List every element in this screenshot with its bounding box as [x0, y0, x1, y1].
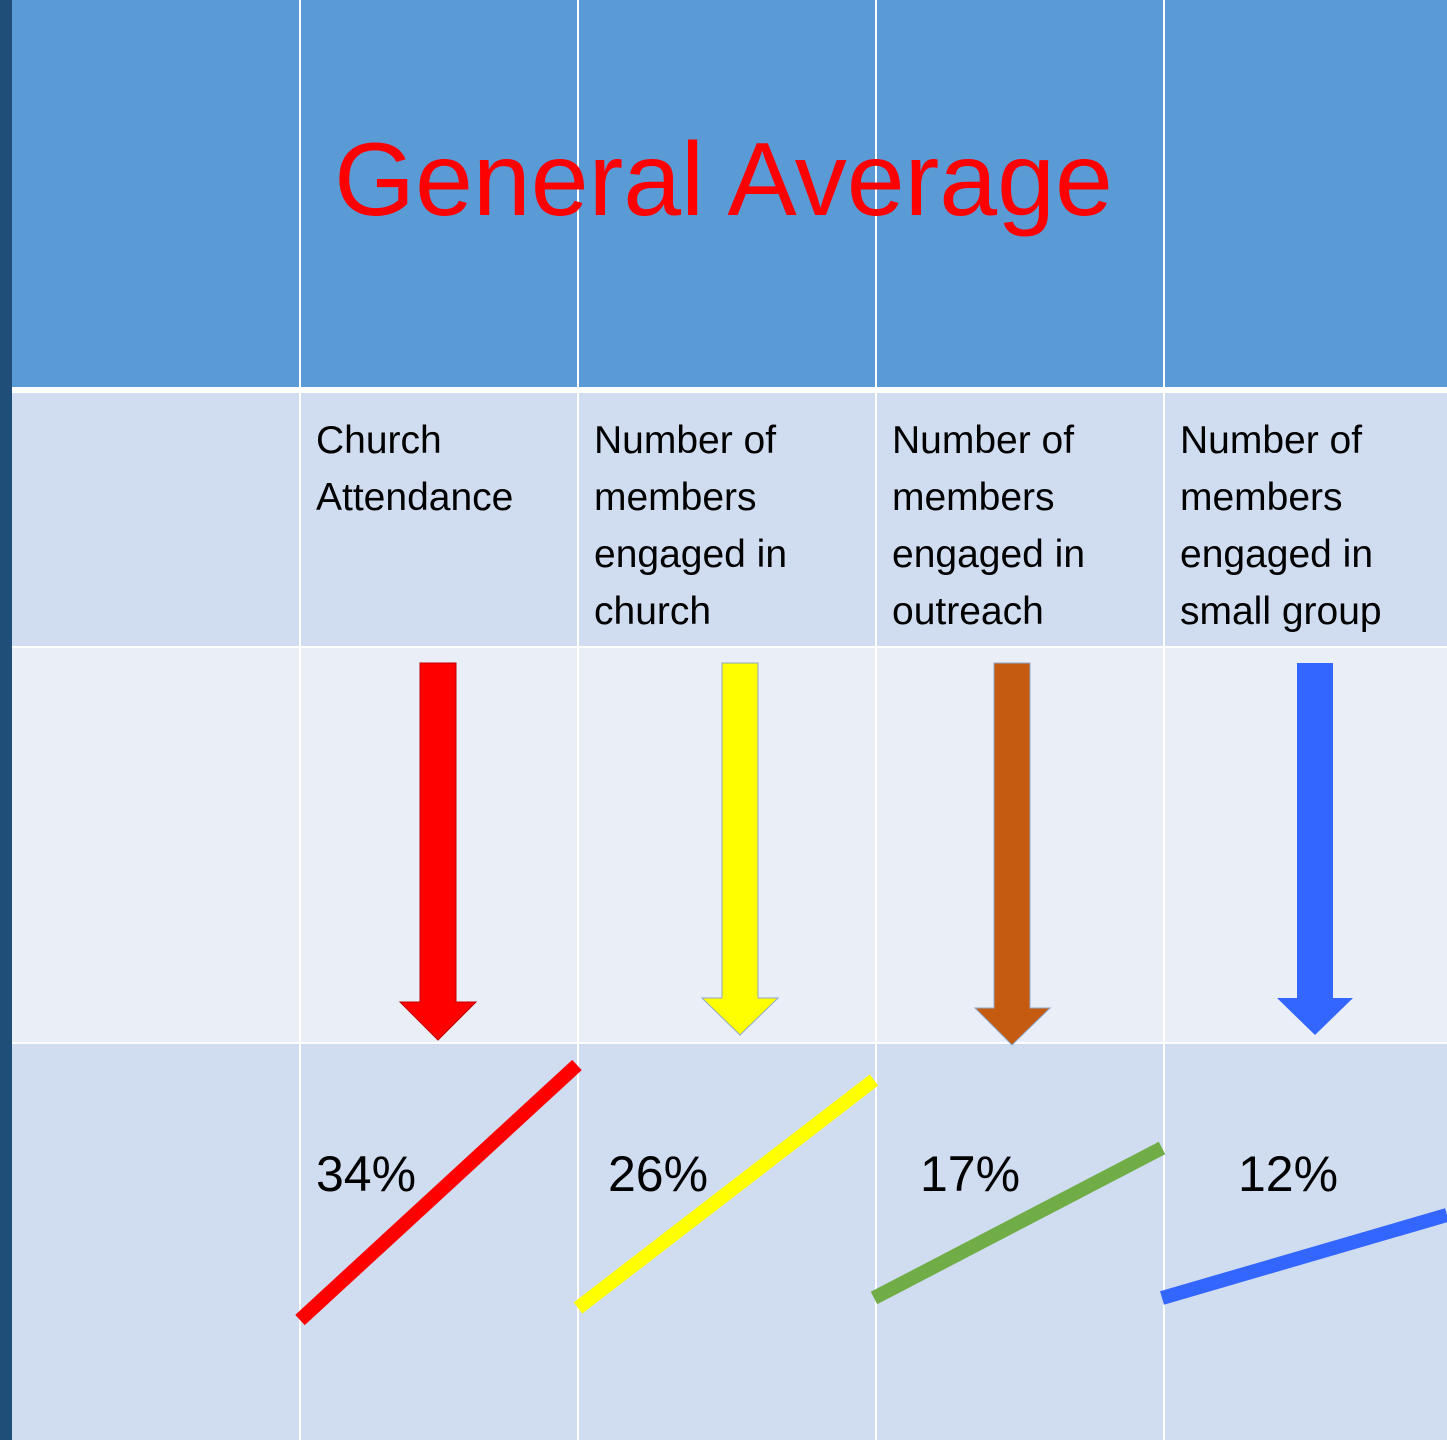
trend-line [295, 1059, 582, 1326]
percent-value: 34% [316, 1146, 417, 1202]
column-header: Number of members engaged in small group [1180, 419, 1382, 633]
percent-value: 17% [920, 1146, 1021, 1202]
arrow [700, 662, 780, 1036]
column-header: Church Attendance [316, 419, 514, 519]
percent-value: 12% [1238, 1146, 1339, 1202]
arrow [973, 662, 1052, 1046]
column-header: Number of members engaged in outreach [892, 419, 1086, 633]
value-row [12, 1044, 1447, 1440]
arrow [1277, 663, 1353, 1035]
percent-value: 26% [608, 1146, 709, 1202]
trend-line [870, 1141, 1166, 1305]
trend-line [1160, 1208, 1447, 1305]
side-strip [0, 0, 12, 1440]
arrow [398, 662, 478, 1041]
trend-line [573, 1074, 879, 1314]
column-dividers [299, 0, 1165, 1440]
column-header: Number of members engaged in church [594, 419, 788, 633]
title: General Average [334, 122, 1113, 238]
label-row [12, 393, 1447, 646]
header-row [12, 0, 1447, 387]
